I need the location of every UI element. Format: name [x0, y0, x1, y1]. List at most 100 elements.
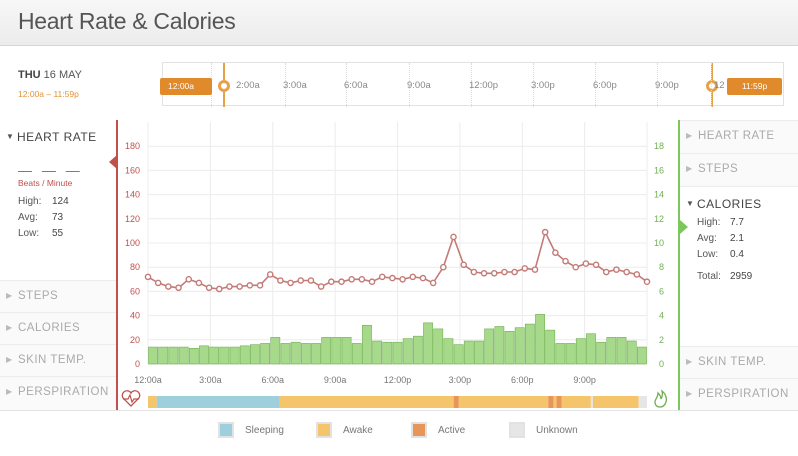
calorie-bar: [637, 346, 647, 365]
calorie-bar: [158, 346, 169, 365]
time-range-slider[interactable]: 2:00a 3:00a 6:00a 9:00a 12:00p 3:00p 6:00p 9:00…: [160, 62, 784, 107]
heart-rate-point: [328, 278, 335, 286]
sidebar-item-label: CALORIES: [18, 322, 81, 334]
sidebar-item-heart-rate[interactable]: ▶ HEART RATE: [680, 120, 798, 153]
calorie-bar: [341, 337, 352, 365]
heart-rate-point: [562, 257, 569, 265]
legend-swatch-active: [411, 422, 427, 438]
calorie-bar: [504, 331, 515, 365]
sidebar-item-calories[interactable]: ▶ CALORIES: [0, 312, 117, 344]
timeline-label: 3:00a: [283, 80, 307, 91]
x-axis-tick-label: 6:00a: [261, 375, 284, 385]
selected-date[interactable]: THU 16 MAY: [18, 69, 82, 81]
heart-rate-point: [154, 279, 162, 287]
heart-rate-units: Beats / Minute: [18, 178, 73, 188]
right-axis-tick-label: 6: [659, 286, 664, 296]
sidebar-item-steps[interactable]: ▶ STEPS: [0, 280, 117, 312]
calorie-bar: [260, 343, 271, 365]
heart-rate-stat-value: 73: [52, 212, 64, 223]
timeline-label: 6:00a: [344, 80, 368, 91]
sidebar-item-perspiration[interactable]: ▶ PERSPIRATION: [680, 378, 798, 412]
calorie-bar: [178, 346, 189, 365]
sidebar-item-label: STEPS: [18, 290, 59, 302]
sidebar-item-skin-temp[interactable]: ▶ SKIN TEMP.: [680, 346, 798, 378]
activity-segment-active: [556, 396, 562, 408]
calorie-bar: [423, 322, 433, 365]
calorie-bar: [484, 328, 495, 365]
calories-pointer: [680, 220, 688, 234]
heart-rate-point: [643, 278, 651, 286]
left-axis-tick-label: 180: [125, 141, 140, 151]
activity-segment-unknown: [638, 396, 647, 408]
heart-pulse-icon: [121, 390, 141, 407]
start-range-knob[interactable]: [218, 80, 230, 92]
heart-rate-title[interactable]: HEART RATE: [17, 130, 97, 144]
heart-rate-stat-value: 124: [52, 196, 69, 207]
page-title: Heart Rate & Calories: [18, 8, 236, 34]
timeline-tick: [533, 63, 534, 107]
expanded-arrow-icon: ▼: [686, 199, 694, 208]
calorie-bar: [402, 338, 413, 365]
timeline-tick: [346, 63, 347, 107]
timeline-label: 12: [714, 80, 725, 91]
activity-segment-active: [548, 396, 554, 408]
end-time-handle[interactable]: 11:59p: [727, 78, 782, 95]
heart-rate-point: [348, 275, 355, 283]
timeline-tick: [657, 63, 658, 107]
timeline-tick: [409, 63, 410, 107]
heart-rate-point: [368, 278, 376, 286]
right-axis-tick-label: 14: [654, 190, 664, 200]
heart-rate-point: [165, 283, 172, 290]
calorie-bar: [494, 326, 505, 365]
right-axis-tick-label: 4: [659, 311, 664, 321]
calories-stat-value: 2.1: [730, 233, 744, 244]
calories-title[interactable]: CALORIES: [697, 197, 762, 211]
heart-rate-point: [552, 249, 559, 256]
collapsed-arrow-icon: ▶: [686, 131, 693, 140]
activity-segment-sleeping: [156, 396, 279, 408]
activity-segment-awake: [592, 396, 639, 408]
calorie-bar: [606, 337, 617, 365]
calorie-bar: [453, 344, 464, 365]
heart-rate-point: [144, 273, 152, 281]
heart-rate-point: [297, 277, 305, 284]
sidebar-item-skin-temp[interactable]: ▶ SKIN TEMP.: [0, 344, 117, 376]
x-axis-tick-label: 3:00p: [449, 375, 472, 385]
flame-icon: [654, 389, 668, 408]
calories-total-label: Total:: [697, 271, 721, 282]
calorie-bar: [362, 324, 372, 365]
activity-segment-awake: [458, 396, 549, 408]
heart-rate-calories-chart: 0 20 40 60 80 100 120 140 160 180 0 2 4 6 8 10 12 14 16 18 1…: [121, 122, 668, 408]
sidebar-item-label: HEART RATE: [698, 130, 775, 142]
right-axis-tick-label: 10: [654, 238, 664, 248]
calorie-bar: [148, 346, 158, 365]
heart-rate-point: [480, 269, 488, 277]
legend-label-active: Active: [438, 425, 466, 436]
sidebar-item-steps[interactable]: ▶ STEPS: [680, 153, 798, 186]
heart-rate-point: [541, 228, 549, 236]
sidebar-item-perspiration[interactable]: ▶ PERSPIRATION: [0, 376, 117, 410]
timeline-label: 2:00a: [236, 80, 260, 91]
calories-stat-value: 7.7: [730, 217, 744, 228]
end-range-knob[interactable]: [706, 80, 718, 92]
calorie-bar: [168, 346, 179, 365]
heart-rate-point: [236, 283, 243, 290]
expanded-arrow-icon: ▼: [6, 132, 14, 141]
heart-rate-point: [613, 266, 620, 273]
calories-stat-label: Avg:: [697, 233, 717, 244]
start-time-handle[interactable]: 12:00a: [160, 78, 212, 95]
heart-rate-point: [195, 279, 203, 287]
right-axis-tick-label: 2: [659, 335, 664, 345]
calorie-bar: [412, 335, 423, 365]
legend-swatch-awake: [316, 422, 332, 438]
calorie-bar: [433, 328, 444, 365]
heart-rate-point: [460, 261, 467, 269]
left-metric-panel: ▼ HEART RATE High: 124 Avg: 73 Low: 55 ▶ STEPS…: [0, 120, 117, 410]
calorie-bar: [351, 343, 362, 365]
heart-rate-point: [582, 260, 590, 267]
timeline-label: 6:00p: [593, 80, 617, 91]
timeline-tick: [595, 63, 596, 107]
date-range: 12:00a – 11:59p: [18, 89, 79, 99]
x-axis-tick-label: 9:00a: [324, 375, 347, 385]
heart-rate-point: [175, 284, 182, 292]
